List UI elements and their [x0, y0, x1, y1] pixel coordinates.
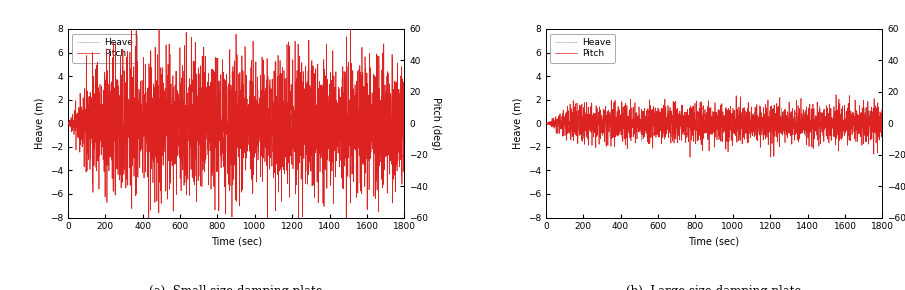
X-axis label: Time (sec): Time (sec) [689, 237, 739, 247]
Heave [104, 126, 115, 130]
Text: (a)  Small size damping plate: (a) Small size damping plate [149, 285, 323, 290]
Heave [303, 102, 314, 105]
Heave [582, 122, 593, 126]
Heave [302, 140, 313, 144]
Pitch [217, 148, 228, 151]
Text: (b)  Large size damping plate: (b) Large size damping plate [626, 285, 802, 290]
Line: Pitch: Pitch [546, 95, 882, 157]
Pitch [831, 93, 842, 97]
Heave [814, 104, 825, 108]
Pitch [540, 122, 551, 125]
Legend: Heave, Pitch: Heave, Pitch [550, 34, 615, 63]
Pitch [62, 122, 73, 125]
Pitch [684, 155, 695, 159]
Heave [636, 139, 647, 143]
Heave [217, 124, 228, 127]
Pitch [877, 129, 888, 132]
Line: Heave: Heave [68, 103, 405, 142]
Heave [216, 130, 227, 133]
Heave [563, 123, 574, 126]
Pitch [399, 135, 410, 139]
Pitch [855, 133, 866, 136]
Line: Heave: Heave [546, 106, 882, 141]
Legend: Heave, Pitch: Heave, Pitch [72, 34, 138, 63]
Pitch [104, 66, 115, 70]
Heave [85, 119, 96, 122]
Heave [877, 122, 888, 125]
Pitch [696, 121, 707, 124]
Y-axis label: Pitch (deg): Pitch (deg) [431, 97, 441, 150]
Pitch [563, 114, 574, 118]
Line: Pitch: Pitch [68, 19, 405, 231]
Pitch [143, 229, 154, 233]
Heave [247, 118, 258, 122]
Y-axis label: Heave (m): Heave (m) [34, 97, 44, 149]
X-axis label: Time (sec): Time (sec) [211, 237, 262, 247]
Heave [696, 121, 707, 124]
Heave [855, 126, 866, 130]
Pitch [582, 113, 593, 116]
Pitch [85, 105, 96, 108]
Pitch [725, 123, 736, 126]
Heave [694, 114, 705, 118]
Heave [399, 125, 410, 129]
Pitch [216, 126, 227, 129]
Heave [540, 122, 551, 125]
Heave [725, 122, 736, 126]
Heave [62, 122, 73, 125]
Y-axis label: Heave (m): Heave (m) [512, 97, 522, 149]
Pitch [376, 131, 387, 135]
Pitch [154, 17, 165, 21]
Pitch [247, 168, 258, 171]
Pitch [694, 124, 705, 128]
Heave [376, 129, 387, 133]
